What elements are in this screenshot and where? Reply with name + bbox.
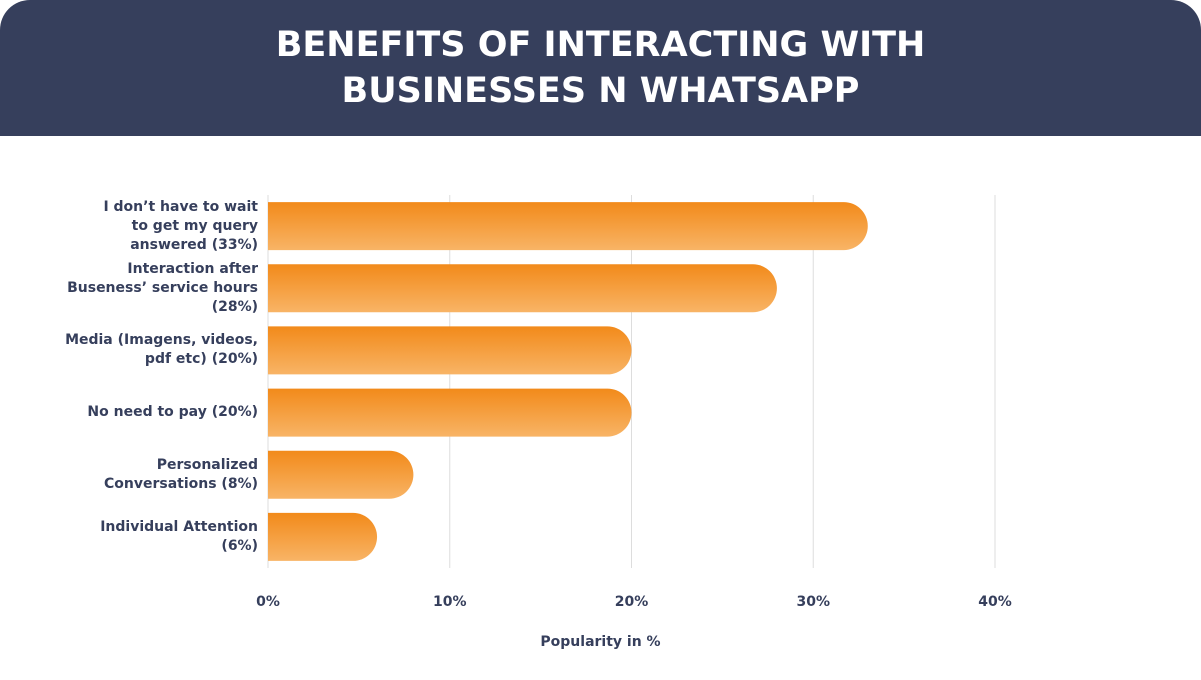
bar — [268, 450, 414, 499]
bar — [268, 512, 378, 561]
bar — [268, 388, 632, 437]
bar — [268, 326, 632, 375]
y-tick-label: I don’t have to wait to get my query ans… — [103, 198, 258, 253]
x-tick-label: 20% — [614, 594, 649, 610]
y-tick-label: Personalized Conversations (8%) — [103, 456, 258, 492]
x-tick-label: 0% — [256, 594, 280, 610]
y-tick-label: Interaction after Buseness’ service hour… — [67, 260, 258, 315]
y-tick-label: Individual Attention (6%) — [100, 518, 258, 554]
y-tick-label: No need to pay (20%) — [87, 404, 258, 421]
x-tick-label: 30% — [796, 594, 830, 610]
x-tick-label: 40% — [978, 594, 1012, 610]
bar — [268, 202, 868, 251]
x-tick-label: 10% — [432, 594, 467, 610]
y-tick-label: Media (Imagens, videos, pdf etc) (20%) — [65, 332, 258, 368]
x-axis-label: Popularity in % — [540, 634, 661, 650]
bar — [268, 264, 777, 313]
chart-title: BENEFITS OF INTERACTING WITH BUSINESSES … — [275, 25, 926, 111]
header-band — [0, 0, 1201, 136]
